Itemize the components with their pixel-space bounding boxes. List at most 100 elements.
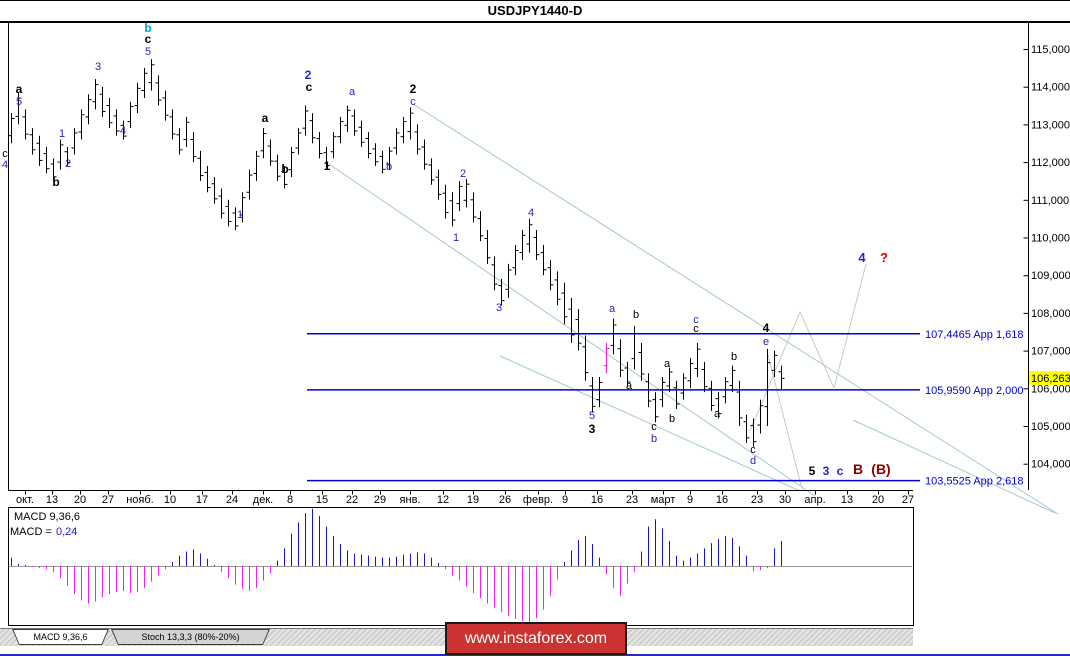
wave-label: 1 (59, 128, 65, 140)
wave-label: c (693, 323, 699, 335)
x-axis-tick-label: янв. (400, 494, 421, 506)
y-axis-tick-label: 106,000 (1031, 383, 1070, 395)
wave-label: 1 (237, 209, 243, 221)
wave-label: c (693, 314, 699, 326)
x-axis-tick-label: апр. (804, 494, 825, 506)
x-axis-tick-label: 30 (779, 494, 791, 506)
tab-macd-label: MACD 9,36,6 (12, 630, 109, 644)
x-axis-tick-label: 12 (437, 494, 449, 506)
wave-labels-layer: c4a5b1234bc51ab2c1ab2c123453aabcbabccabc… (2, 21, 891, 478)
wave-label: 5 (145, 46, 151, 58)
wave-label: c (306, 80, 313, 94)
x-axis-tick-label: 29 (374, 494, 386, 506)
wave-label: 2 (460, 168, 466, 180)
x-axis-tick-label: 26 (499, 494, 511, 506)
x-axis-tick-label: 27 (102, 494, 114, 506)
price-bars-layer (8, 59, 785, 447)
wave-label: b (651, 433, 657, 445)
wave-label: b (669, 413, 675, 425)
fib-level-label: 103,5525 App 2,618 (925, 476, 1023, 488)
x-axis-tick-label: 17 (196, 494, 208, 506)
projection-line (833, 263, 867, 389)
wave-label: b (281, 162, 288, 176)
fib-level-label: 105,9590 App 2,000 (925, 385, 1023, 397)
current-price-tag (1029, 371, 1070, 385)
wave-label: 2 (305, 68, 312, 82)
chart-symbol-title: USDJPY1440-D (0, 1, 1070, 23)
fib-lines-layer: 107,4465 App 1,618 105,9590 App 2,000 103,… (307, 329, 1023, 488)
wave-label: 1 (324, 159, 331, 173)
x-axis-tick-label: март (651, 494, 676, 506)
x-axis-tick-label: 16 (716, 494, 728, 506)
watermark-text: www.instaforex.com (464, 630, 608, 647)
tab-macd[interactable]: MACD 9,36,6 (12, 629, 109, 645)
wave-label: b (52, 175, 59, 189)
y-axis-tick-label: 111,000 (1031, 195, 1069, 207)
wave-label: 3 (589, 422, 596, 436)
tab-stochastic[interactable]: Stoch 13,3,3 (80%-20%) (111, 629, 270, 645)
x-axis-tick-label: 16 (591, 494, 603, 506)
wave-label: B (853, 461, 863, 477)
tab-stochastic-label: Stoch 13,3,3 (80%-20%) (111, 630, 270, 644)
wave-label: c (410, 96, 416, 108)
wave-label: 2 (410, 82, 417, 96)
trend-lines-layer (328, 103, 1059, 515)
x-axis-tick-label: 10 (164, 494, 176, 506)
wave-label: a (16, 82, 23, 96)
y-axis-tick-label: 109,000 (1031, 270, 1070, 282)
x-axis-tick-label: 13 (841, 494, 853, 506)
wave-label: ? (880, 250, 888, 265)
wave-label: 2 (65, 158, 71, 170)
x-axis-tick-label: 22 (346, 494, 358, 506)
wave-label: 4 (2, 159, 8, 171)
wave-label: e (763, 336, 769, 348)
y-axis-tick-label: 114,000 (1031, 82, 1070, 94)
wave-label: a (664, 358, 671, 370)
y-axis-tick-label: 104,000 (1031, 459, 1070, 471)
x-axis-tick-label: 24 (226, 494, 238, 506)
wave-label: b (633, 309, 639, 321)
x-axis-tick-label: нояб. (126, 494, 154, 506)
channel-trendline (852, 419, 1056, 514)
wave-label: 5 (16, 96, 22, 108)
window-bottom-border (0, 654, 1070, 656)
wave-label: 5 (589, 410, 595, 422)
wave-label: a (626, 380, 633, 392)
macd-current-value: 0,24 (56, 526, 77, 538)
y-axis-tick-label: 110,000 (1031, 233, 1070, 245)
axes-layer: окт. 13 20 27 нояб. 10 17 24 дек. 8 15 22 29 янв. 12 19… (8, 23, 1070, 506)
y-axis-tick-label: 105,000 (1031, 421, 1070, 433)
x-axis-tick-label: 9 (687, 494, 693, 506)
wave-label: a (262, 111, 269, 125)
x-axis-tick-label: 20 (74, 494, 86, 506)
x-axis-tick-label: 20 (872, 494, 884, 506)
wave-label: c (651, 421, 657, 433)
wave-label: b (731, 351, 737, 363)
wave-label: b (386, 161, 392, 173)
wave-label: c (837, 464, 844, 478)
x-axis-tick-label: 15 (316, 494, 328, 506)
x-axis-tick-label: 23 (751, 494, 763, 506)
channel-trendline (412, 103, 1059, 515)
macd-histogram-layer (8, 507, 914, 626)
x-axis-tick-label: окт. (16, 494, 34, 506)
wave-label: c (145, 32, 152, 46)
x-axis-tick-label: дек. (253, 494, 273, 506)
y-axis-tick-label: 107,000 (1031, 346, 1070, 358)
y-axis-tick-label: 112,000 (1031, 157, 1070, 169)
wave-label: d (750, 455, 756, 467)
wave-label: c (750, 444, 756, 456)
wave-label: 4 (528, 207, 534, 219)
x-axis-tick-label: 13 (46, 494, 58, 506)
y-axis-tick-label: 108,000 (1031, 308, 1070, 320)
projection-line (766, 350, 803, 490)
y-axis-tick-label: 115,000 (1031, 44, 1070, 56)
x-axis-tick-label: февр. (523, 494, 553, 506)
wave-label: 3 (823, 464, 830, 478)
wave-label: 3 (95, 61, 101, 73)
x-axis-tick-label: 19 (467, 494, 479, 506)
current-price-label: 106,263 (1031, 373, 1070, 385)
x-axis-tick-label: 9 (562, 494, 568, 506)
